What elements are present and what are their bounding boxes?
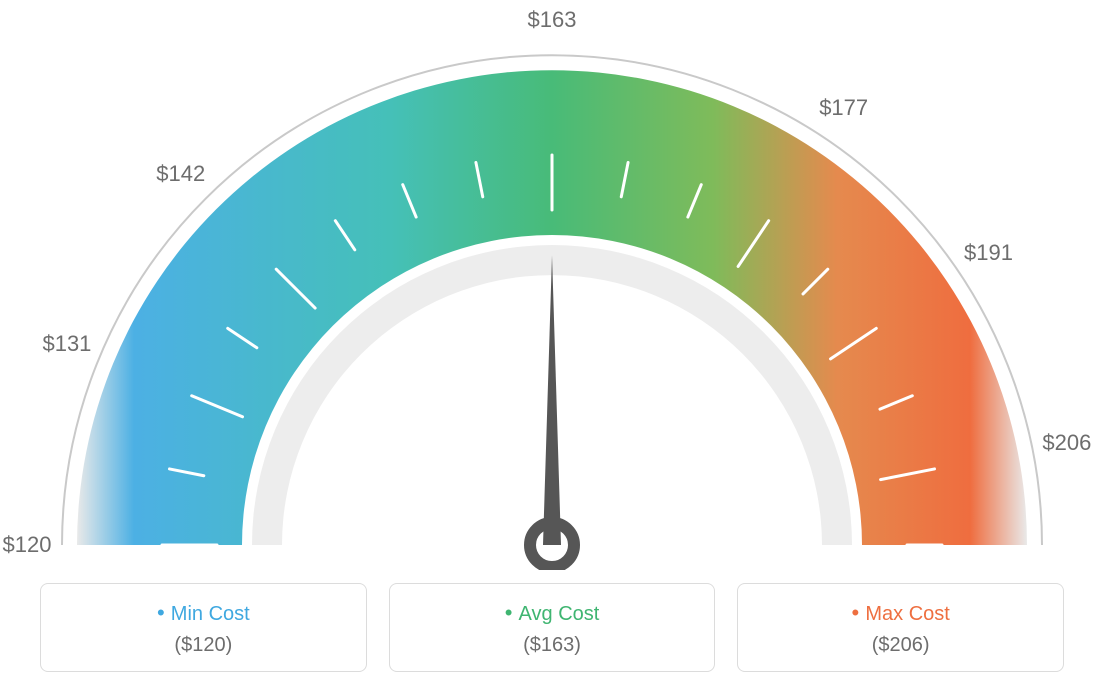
legend-card-min: Min Cost ($120) xyxy=(40,583,367,672)
legend-row: Min Cost ($120) Avg Cost ($163) Max Cost… xyxy=(40,583,1064,672)
legend-min-label: Min Cost xyxy=(51,600,356,626)
legend-avg-value: ($163) xyxy=(400,634,705,657)
gauge-chart: $120 $131 $142 $163 $177 $191 $206 xyxy=(0,0,1104,570)
gauge-tick-label: $163 xyxy=(528,7,577,33)
gauge-tick-label: $120 xyxy=(3,532,52,558)
gauge-svg xyxy=(0,0,1104,570)
legend-card-max: Max Cost ($206) xyxy=(737,583,1064,672)
gauge-tick-label: $191 xyxy=(964,240,1013,266)
gauge-tick-label: $206 xyxy=(1042,430,1091,456)
gauge-tick-label: $142 xyxy=(156,161,205,187)
legend-max-value: ($206) xyxy=(748,634,1053,657)
legend-max-label: Max Cost xyxy=(748,600,1053,626)
legend-card-avg: Avg Cost ($163) xyxy=(389,583,716,672)
legend-min-value: ($120) xyxy=(51,634,356,657)
legend-avg-label: Avg Cost xyxy=(400,600,705,626)
gauge-tick-label: $177 xyxy=(819,95,868,121)
gauge-tick-label: $131 xyxy=(42,331,91,357)
